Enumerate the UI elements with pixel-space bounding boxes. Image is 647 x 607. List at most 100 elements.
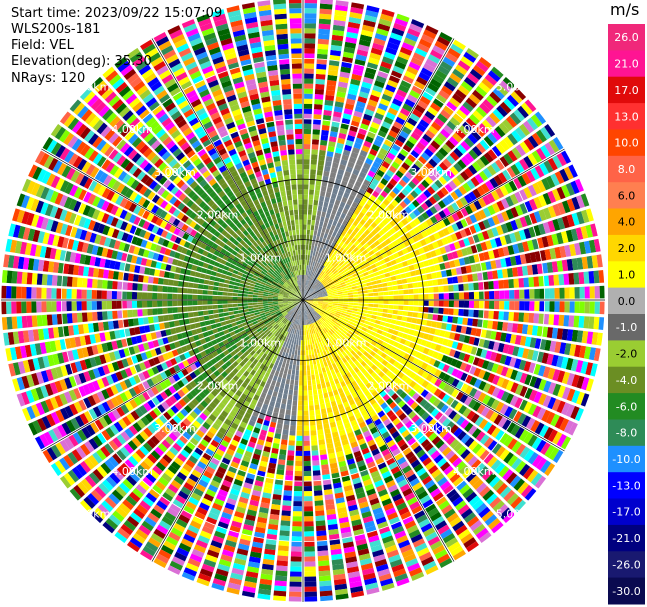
gate [311, 154, 318, 160]
gate [318, 368, 323, 374]
gate [469, 68, 483, 80]
gate [341, 196, 348, 204]
gate [329, 59, 340, 67]
gate [311, 379, 316, 385]
gate [346, 210, 353, 217]
gate [506, 94, 519, 107]
gate [399, 242, 406, 250]
gate [308, 344, 311, 350]
gate [307, 296, 313, 299]
gate [402, 75, 414, 85]
gate [368, 260, 375, 266]
gate [468, 225, 477, 235]
gate [304, 325, 306, 331]
gate [459, 196, 469, 206]
gate [493, 174, 503, 186]
gate [344, 144, 352, 152]
gate [390, 125, 401, 134]
gate [507, 133, 518, 146]
gate [304, 103, 313, 109]
gate [442, 217, 451, 227]
gate [313, 348, 317, 355]
gate [492, 108, 504, 121]
gate [397, 262, 404, 269]
gate [346, 134, 355, 142]
gate [354, 105, 365, 113]
gate [412, 312, 419, 318]
gate [328, 281, 334, 285]
gate [289, 581, 302, 587]
gate [404, 70, 417, 80]
gate [294, 380, 299, 386]
gate [304, 596, 318, 602]
gate [357, 306, 363, 310]
gate [396, 89, 407, 98]
gate [386, 261, 393, 268]
gate [356, 176, 365, 184]
gate [443, 81, 456, 92]
gate [395, 320, 402, 326]
gate [456, 174, 466, 184]
gate [275, 428, 282, 435]
gate [341, 249, 347, 255]
gate [369, 182, 377, 190]
gate [415, 241, 423, 249]
gate [401, 218, 409, 226]
gate [409, 113, 420, 123]
gate [542, 192, 552, 205]
gate [333, 19, 346, 27]
gate [303, 355, 306, 361]
gate [309, 410, 315, 416]
gate [289, 359, 294, 365]
gate [299, 360, 303, 366]
gate [413, 217, 421, 226]
gate [406, 259, 413, 266]
gate [488, 281, 494, 290]
gate [310, 169, 316, 175]
gate [380, 178, 389, 186]
gate [371, 178, 380, 186]
gate [306, 334, 310, 340]
gate [307, 385, 312, 391]
gate [413, 186, 423, 195]
gate [515, 204, 524, 216]
gate [372, 311, 378, 316]
gate [406, 66, 419, 76]
gate [519, 202, 529, 215]
gate [487, 271, 494, 280]
gate [380, 241, 388, 248]
gate [344, 203, 351, 211]
gate [425, 24, 439, 35]
gate [331, 276, 337, 281]
gate [363, 243, 370, 249]
gate [473, 223, 482, 233]
gate [365, 210, 373, 218]
gate [463, 300, 470, 308]
gate [299, 375, 303, 381]
gate [321, 129, 329, 136]
gate [465, 117, 477, 129]
gate [315, 251, 319, 257]
gate [318, 23, 331, 30]
gate [321, 211, 326, 218]
gate [317, 555, 329, 562]
gate [541, 177, 551, 191]
gate [357, 229, 364, 237]
gate [348, 300, 354, 303]
gate [410, 190, 419, 199]
gate [361, 118, 371, 126]
gate [404, 253, 411, 260]
gate [398, 84, 410, 94]
gate [308, 199, 313, 205]
gate [309, 405, 314, 411]
gate [405, 215, 413, 223]
gate [296, 430, 303, 436]
gate [397, 112, 408, 121]
gate [515, 126, 527, 140]
gate [304, 68, 314, 74]
gate [354, 278, 361, 283]
gate [312, 465, 320, 471]
gate [407, 311, 414, 317]
gate [453, 241, 461, 250]
gate [538, 194, 547, 207]
